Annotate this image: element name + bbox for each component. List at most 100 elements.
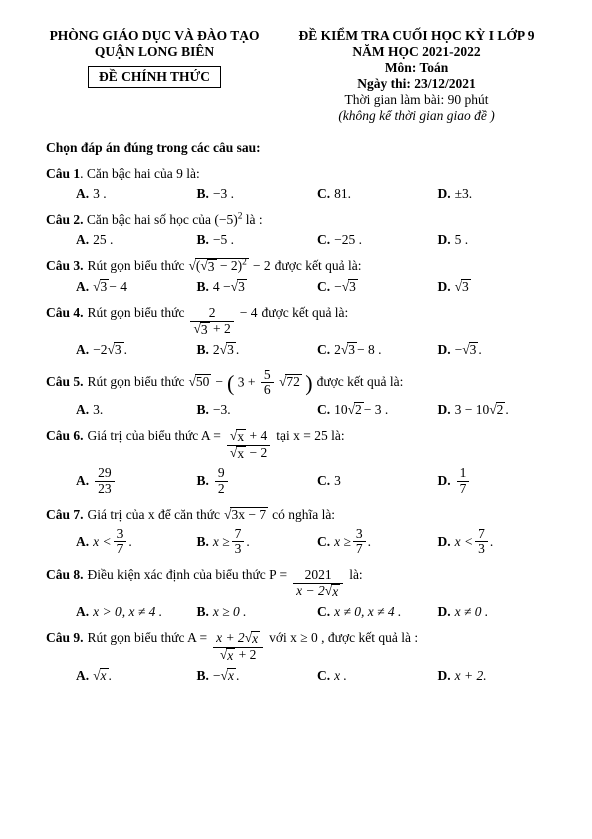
- q7-a-den: 7: [114, 542, 127, 557]
- q7-opt-d: D.x < 73 .: [438, 527, 559, 558]
- q7-opt-a: A.x < 37 .: [76, 527, 197, 558]
- q9-text-post: với x ≥ 0 , được kết quả là :: [269, 630, 418, 646]
- q9-opt-c: C.x .: [317, 668, 438, 684]
- q3-d-sqrt: 3: [461, 279, 471, 295]
- question-9: Câu 9. Rút gọn biểu thức A = x + 2√x √x …: [46, 630, 558, 664]
- q6-d-num: 1: [457, 466, 470, 482]
- q2-text-pre: Căn bậc hai số học của (−5): [84, 212, 238, 227]
- q1-a-text: 3 .: [93, 186, 107, 202]
- q5-paren-pre: 3 +: [238, 374, 259, 389]
- q9-b-sqrt: x: [227, 668, 236, 684]
- q8-d-text: x ≠ 0 .: [455, 604, 489, 620]
- q4-opt-a: A.−2√3 .: [76, 342, 197, 358]
- q7-options: A.x < 37 . B.x ≥ 73 . C.x ≥ 37 . D.x < 7…: [76, 527, 558, 558]
- q8-frac: 2021 x − 2√x: [291, 568, 345, 600]
- q9-options: A.√x . B.−√x . C.x . D.x + 2.: [76, 668, 558, 684]
- q3-tail: − 2: [253, 258, 271, 274]
- q4-opt-b: B.2√3 .: [197, 342, 318, 358]
- dept-line-1: PHÒNG GIÁO DỤC VÀ ĐÀO TẠO: [34, 28, 275, 44]
- q6-opt-c: C.3: [317, 466, 438, 497]
- q6-options: A.2923 B.92 C.3 D.17: [76, 466, 558, 497]
- q4-c-tail: − 8 .: [357, 342, 382, 358]
- q7-c-pre: x ≥: [334, 534, 351, 550]
- q5-paren: ( 3 + 56 √72 ): [227, 368, 313, 399]
- q4-b-tail: .: [236, 342, 239, 358]
- q7-b-num: 7: [232, 527, 245, 543]
- q5-frac-den: 6: [261, 383, 274, 398]
- q5-a-text: 3.: [93, 402, 103, 418]
- q2-opt-d: D.5 .: [438, 232, 559, 248]
- q4-b-sqrt: 3: [226, 342, 236, 358]
- q6-num-sqrt: x: [236, 429, 246, 445]
- q2-opt-c: C.−25 .: [317, 232, 438, 248]
- q1-opt-d: D.±3.: [438, 186, 559, 202]
- q4-den-tail: + 2: [210, 321, 231, 336]
- question-4: Câu 4. Rút gọn biểu thức 2 √3 + 2 − 4 đư…: [46, 305, 558, 338]
- q4-c-sqrt: 3: [347, 342, 357, 358]
- q9-num-sqrt: x: [251, 631, 260, 647]
- q9-opt-b: B.−√x .: [197, 668, 318, 684]
- q5-d-sqrt: 2: [496, 402, 506, 418]
- q5-opt-a: A.3.: [76, 402, 197, 418]
- q3-opt-c: C.−√3: [317, 279, 438, 295]
- question-7: Câu 7. Giá trị của x để căn thức √3x − 7…: [46, 507, 558, 523]
- q9-opt-a: A.√x .: [76, 668, 197, 684]
- q1-opt-b: B.−3 .: [197, 186, 318, 202]
- q5-label: Câu 5.: [46, 374, 84, 390]
- q3-c-pre: −: [334, 279, 342, 295]
- q4-tail: − 4: [240, 305, 258, 321]
- q5-opt-c: C.10√2 − 3 .: [317, 402, 438, 418]
- q7-b-pre: x ≥: [213, 534, 230, 550]
- q7-a-num: 3: [114, 527, 127, 543]
- q5-d-tail: .: [505, 402, 508, 418]
- q7-a-pre: x <: [93, 534, 111, 550]
- q7-c-num: 3: [353, 527, 366, 543]
- q6-d-den: 7: [457, 482, 470, 497]
- q5-c-pre: 10: [334, 402, 348, 418]
- q9-b-pre: −: [213, 668, 221, 684]
- q4-num: 2: [190, 306, 233, 322]
- q7-opt-c: C.x ≥ 37 .: [317, 527, 438, 558]
- q9-b-tail: .: [236, 668, 239, 684]
- q8-opt-c: C.x ≠ 0, x ≠ 4 .: [317, 604, 438, 620]
- q5-options: A.3. B.−3. C.10√2 − 3 . D.3 − 10√2 .: [76, 402, 558, 418]
- question-1: Câu 1. Căn bậc hai của 9 là:: [46, 166, 558, 182]
- question-8: Câu 8. Điều kiện xác định của biểu thức …: [46, 567, 558, 600]
- exam-year: NĂM HỌC 2021-2022: [275, 44, 558, 60]
- q6-b-num: 9: [215, 466, 228, 482]
- q7-opt-b: B.x ≥ 73 .: [197, 527, 318, 558]
- q7-d-tail: .: [490, 534, 493, 550]
- q1-options: A.3 . B.−3 . C.81. D.±3.: [76, 186, 558, 202]
- exam-duration: Thời gian làm bài: 90 phút: [275, 92, 558, 108]
- q2-b-text: −5 .: [213, 232, 234, 248]
- q7-b-tail: .: [246, 534, 249, 550]
- q7-text-pre: Giá trị của x để căn thức: [88, 507, 221, 523]
- q5-sqrt72: 72: [285, 374, 302, 390]
- q9-text-pre: Rút gọn biểu thức A =: [88, 630, 208, 646]
- q8-opt-d: D.x ≠ 0 .: [438, 604, 559, 620]
- q9-den-sqrt: x: [226, 648, 235, 664]
- q4-den-sqrt: 3: [200, 322, 210, 338]
- q7-c-den: 7: [353, 542, 366, 557]
- q2-opt-a: A.25 .: [76, 232, 197, 248]
- q5-opt-d: D.3 − 10√2 .: [438, 402, 559, 418]
- question-5: Câu 5. Rút gọn biểu thức √50 − ( 3 + 56 …: [46, 368, 558, 399]
- q4-a-pre: −2: [93, 342, 107, 358]
- q8-a-text: x > 0, x ≠ 4 .: [93, 604, 162, 620]
- q1-opt-c: C.81.: [317, 186, 438, 202]
- q3-a-sqrt: 3: [100, 279, 110, 295]
- q4-frac: 2 √3 + 2: [188, 306, 235, 338]
- q1-text: . Căn bậc hai của 9 là:: [80, 166, 200, 181]
- q8-den-pre: x − 2: [296, 583, 325, 598]
- q6-text-pre: Giá trị của biểu thức A =: [88, 428, 221, 444]
- q6-opt-d: D.17: [438, 466, 559, 497]
- official-stamp: ĐỀ CHÍNH THỨC: [88, 66, 221, 88]
- q6-den-sqrt: x: [236, 446, 246, 462]
- q7-a-tail: .: [128, 534, 131, 550]
- q9-a-tail: .: [109, 668, 112, 684]
- q8-text-post: là:: [349, 567, 363, 583]
- q4-text-post: được kết quả là:: [262, 305, 349, 321]
- exam-note: (không kể thời gian giao đề ): [275, 108, 558, 124]
- q4-c-pre: 2: [334, 342, 341, 358]
- q8-c-text: x ≠ 0, x ≠ 4 .: [334, 604, 401, 620]
